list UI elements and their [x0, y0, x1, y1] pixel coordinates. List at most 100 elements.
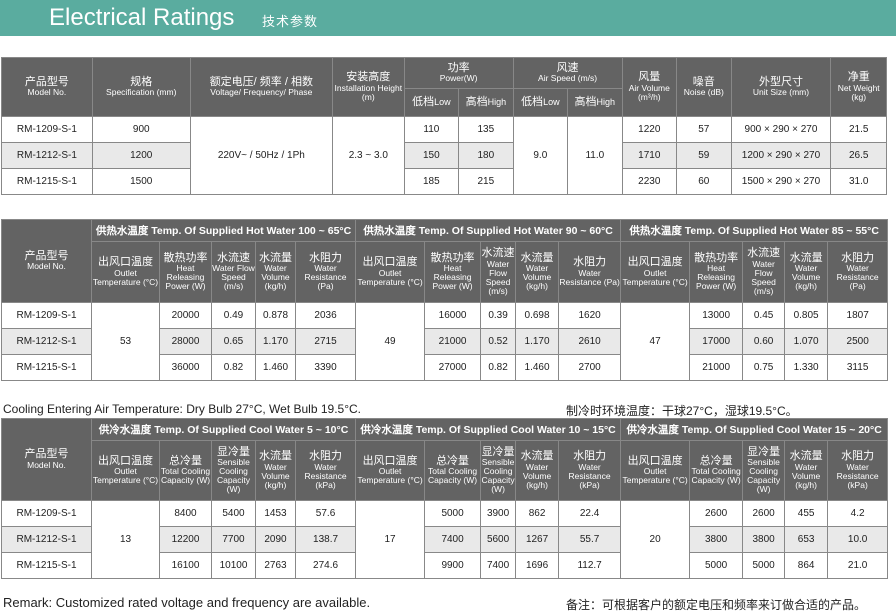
subheader-total: 总冷量 Total Cooling Capacity (W): [159, 440, 212, 501]
subheader-flow: 水流速 Water Flow Speed (m/s): [211, 241, 256, 303]
header-unit-size: 外型尺寸 Unit Size (mm): [730, 57, 832, 117]
value-cell: 455: [784, 500, 829, 527]
subheader-flow: 水流速 Water Flow Speed (m/s): [480, 241, 517, 303]
group-header-cool-15-20: 供冷水温度 Temp. Of Supplied Cool Water 15 ~ …: [620, 418, 889, 441]
subheader-res: 水阻力 Water Resistance (kPa): [558, 440, 622, 501]
value-cell: 0.39: [480, 302, 517, 329]
shared-height: 2.3 ~ 3.0: [331, 116, 405, 195]
table-row: RM-1215-S-1 1500 185 215 2230 60 1500 × …: [1, 168, 887, 195]
value-cell: 2036: [294, 302, 357, 329]
group-header-cool-5-10: 供冷水温度 Temp. Of Supplied Cool Water 5 ~ 1…: [90, 418, 357, 441]
outlet-temp-cell: 17: [355, 500, 426, 579]
value-cell: 2500: [827, 328, 889, 355]
remark-cn: 备注：可根据客户的额定电压和频率来订做合适的产品。: [566, 598, 867, 612]
value-cell: 13000: [689, 302, 744, 329]
header-model: 产品型号 Model No.: [1, 418, 92, 501]
header-power-high: 高档High: [458, 88, 514, 117]
header-spec: 规格 Specification (mm): [91, 57, 191, 117]
cooling-table: 产品型号 Model No. 供冷水温度 Temp. Of Supplied Co…: [1, 418, 889, 579]
value-cell: 1620: [558, 302, 622, 329]
value-cell: 1696: [515, 552, 560, 579]
group-header-hot-90-60: 供热水温度 Temp. Of Supplied Hot Water 90 ~ 6…: [355, 219, 622, 242]
page-title-cn: 技术参数: [262, 14, 319, 29]
group-header-cool-10-15: 供冷水温度 Temp. Of Supplied Cool Water 10 ~ …: [355, 418, 622, 441]
header-voltage: 额定电压/ 频率 / 相数 Voltage/ Frequency/ Phase: [189, 57, 333, 117]
value-cell: 1.460: [255, 354, 296, 381]
value-cell: 2700: [558, 354, 622, 381]
value-cell: 1267: [515, 526, 560, 553]
header-noise: 噪音 Noise (dB): [676, 57, 732, 117]
value-cell: 57.6: [294, 500, 357, 527]
value-cell: 0.60: [742, 328, 786, 355]
value-cell: 3800: [689, 526, 744, 553]
value-cell: 5600: [480, 526, 517, 553]
value-cell: 5000: [689, 552, 744, 579]
title-banner: Electrical Ratings 技术参数: [0, 0, 896, 36]
model-cell: RM-1215-S-1: [1, 552, 92, 579]
model-cell: RM-1209-S-1: [1, 500, 92, 527]
value-cell: 1453: [255, 500, 296, 527]
table-row: RM-1212-S-1 1200 150 180 1710 59 1200 × …: [1, 142, 887, 169]
value-cell: 16000: [424, 302, 482, 329]
value-cell: 21000: [689, 354, 744, 381]
value-cell: 0.82: [211, 354, 256, 381]
value-cell: 0.82: [480, 354, 517, 381]
value-cell: 0.52: [480, 328, 517, 355]
subheader-total: 总冷量 Total Cooling Capacity (W): [689, 440, 744, 501]
subheader-vol: 水流量 Water Volume (kg/h): [784, 440, 829, 501]
value-cell: 864: [784, 552, 829, 579]
subheader-heat: 散热功率 Heat Releasing Power (W): [424, 241, 482, 303]
subheader-vol: 水流量 Water Volume (kg/h): [255, 241, 296, 303]
value-cell: 862: [515, 500, 560, 527]
subheader-outlet: 出风口温度 Outlet Temperature (°C): [620, 241, 691, 303]
subheader-vol: 水流量 Water Volume (kg/h): [784, 241, 829, 303]
subheader-total: 总冷量 Total Cooling Capacity (W): [424, 440, 482, 501]
value-cell: 2763: [255, 552, 296, 579]
value-cell: 5400: [211, 500, 256, 527]
subheader-res: 水阻力 Water Resistance (Pa): [294, 241, 357, 303]
subheader-heat: 散热功率 Heat Releasing Power (W): [159, 241, 212, 303]
subheader-outlet: 出风口温度 Outlet Temperature (°C): [620, 440, 691, 501]
subheader-vol: 水流量 Water Volume (kg/h): [515, 440, 560, 501]
table-row: RM-1209-S-1 900 220V~ / 50Hz / 1Ph 2.3 ~…: [1, 116, 887, 195]
header-air-speed: 风速 Air Speed (m/s): [512, 57, 623, 89]
value-cell: 21.0: [827, 552, 889, 579]
cooling-note-cn: 制冷时环境温度：干球27°C，湿球19.5°C。: [566, 404, 798, 418]
shared-voltage: 220V~ / 50Hz / 1Ph: [189, 116, 333, 195]
header-height: 安装高度 Installation Height (m): [331, 57, 405, 117]
value-cell: 2600: [742, 500, 786, 527]
value-cell: 1.070: [784, 328, 829, 355]
model-cell: RM-1215-S-1: [1, 354, 92, 381]
value-cell: 1807: [827, 302, 889, 329]
header-power: 功率 Power(W): [403, 57, 514, 89]
subheader-sens: 显冷量 Sensible Cooling Capacity (W): [742, 440, 786, 501]
subheader-res: 水阻力 Water Resistance (kPa): [827, 440, 889, 501]
outlet-temp-cell: 49: [355, 302, 426, 381]
value-cell: 28000: [159, 328, 212, 355]
value-cell: 1.460: [515, 354, 560, 381]
outlet-temp-cell: 47: [620, 302, 691, 381]
subheader-outlet: 出风口温度 Outlet Temperature (°C): [91, 440, 160, 501]
table-row: RM-1212-S-1 28000 0.65 1.170 2715 21000 0.52 1.…: [1, 328, 889, 355]
value-cell: 3390: [294, 354, 357, 381]
value-cell: 3115: [827, 354, 889, 381]
subheader-outlet: 出风口温度 Outlet Temperature (°C): [91, 241, 160, 303]
value-cell: 0.65: [211, 328, 256, 355]
value-cell: 7700: [211, 526, 256, 553]
subheader-res: 水阻力 Water Resistance (kPa): [294, 440, 357, 501]
header-model: 产品型号 Model No.: [1, 219, 92, 303]
value-cell: 5000: [424, 500, 482, 527]
header-speed-low: 低档Low: [512, 88, 569, 117]
model-cell: RM-1212-S-1: [1, 328, 92, 355]
subheader-res: 水阻力 Water Resistance (Pa): [558, 241, 622, 303]
value-cell: 55.7: [558, 526, 622, 553]
subheader-outlet: 出风口温度 Outlet Temperature (°C): [355, 440, 426, 501]
value-cell: 2610: [558, 328, 622, 355]
table-row: RM-1209-S-1 53 20000 0.49 0.878 2036 49 16000 0.…: [1, 302, 889, 381]
cooling-note-en: Cooling Entering Air Temperature: Dry Bu…: [3, 402, 361, 416]
header-net-weight: 净重 Net Weight (kg): [830, 57, 887, 117]
value-cell: 5000: [742, 552, 786, 579]
value-cell: 22.4: [558, 500, 622, 527]
group-header-hot-100-65: 供热水温度 Temp. Of Supplied Hot Water 100 ~ …: [90, 219, 357, 242]
subheader-sens: 显冷量 Sensible Cooling Capacity (W): [211, 440, 256, 501]
